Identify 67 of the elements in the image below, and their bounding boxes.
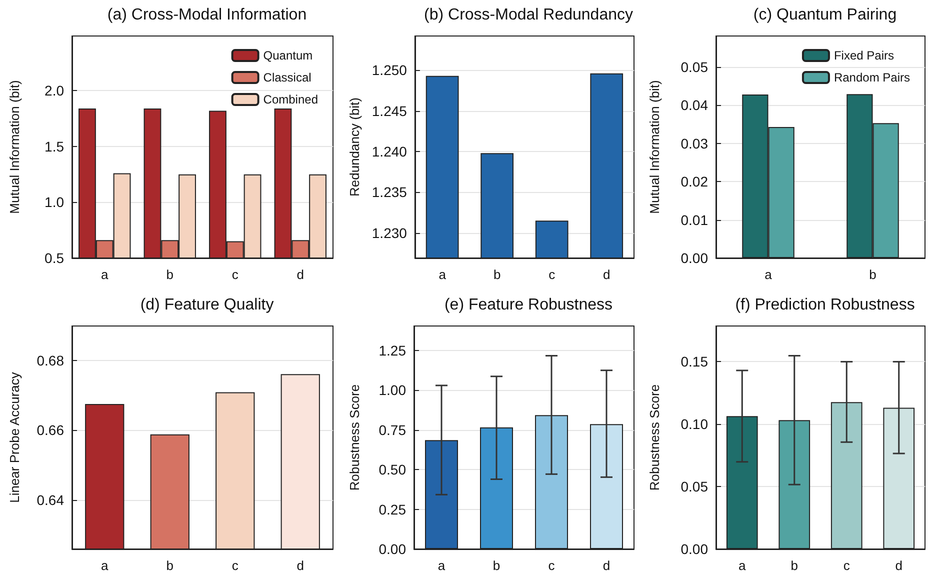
y-tick-label: 0.68 bbox=[36, 352, 64, 368]
x-tick-label: b bbox=[869, 267, 876, 282]
y-tick-label: 0.5 bbox=[44, 250, 64, 266]
legend-label: Quantum bbox=[263, 48, 313, 62]
chart-title: (c) Quantum Pairing bbox=[753, 6, 897, 24]
y-tick-label: 0.00 bbox=[680, 541, 708, 557]
x-tick-label: b bbox=[790, 558, 798, 573]
y-tick-label: 0.66 bbox=[36, 422, 64, 438]
x-tick-label: b bbox=[166, 267, 174, 282]
chart-title: (a) Cross-Modal Information bbox=[107, 6, 307, 24]
y-tick-label: 1.250 bbox=[372, 62, 408, 78]
y-tick-label: 0.05 bbox=[680, 478, 708, 495]
x-tick-label: a bbox=[438, 558, 446, 573]
chart-title: (d) Feature Quality bbox=[140, 296, 274, 314]
y-tick-label: 1.25 bbox=[378, 342, 406, 358]
y-axis-title: Linear Probe Accuracy bbox=[7, 372, 22, 503]
legend-label: Classical bbox=[263, 70, 312, 84]
y-axis-title: Redundancy (bit) bbox=[347, 98, 362, 196]
chart-title: (b) Cross-Modal Redundancy bbox=[424, 6, 633, 24]
y-tick-label: 1.240 bbox=[372, 143, 408, 160]
x-tick-label: b bbox=[166, 558, 174, 573]
x-tick-label: c bbox=[548, 267, 556, 282]
x-tick-label: a bbox=[738, 558, 747, 573]
x-tick-label: a bbox=[438, 267, 447, 282]
y-tick-label: 1.5 bbox=[44, 138, 64, 154]
y-tick-label: 0.02 bbox=[680, 174, 708, 190]
legend-label: Random Pairs bbox=[834, 70, 910, 84]
x-tick-label: a bbox=[101, 558, 110, 573]
x-tick-label: c bbox=[548, 558, 556, 573]
y-tick-label: 0.15 bbox=[680, 354, 708, 370]
x-tick-label: d bbox=[895, 558, 902, 573]
y-tick-label: 0.10 bbox=[680, 416, 708, 432]
y-tick-label: 0.00 bbox=[378, 541, 406, 557]
y-tick-label: 2.0 bbox=[44, 82, 64, 99]
y-tick-label: 0.75 bbox=[378, 422, 406, 438]
x-tick-label: b bbox=[492, 558, 500, 573]
x-tick-label: d bbox=[603, 267, 610, 282]
y-tick-label: 0.01 bbox=[680, 212, 708, 228]
y-axis-title: Mutual Information (bit) bbox=[7, 80, 22, 214]
y-tick-label: 1.245 bbox=[372, 102, 408, 119]
y-tick-label: 0.25 bbox=[378, 501, 406, 518]
y-tick-label: 1.235 bbox=[372, 184, 408, 200]
y-tick-label: 1.0 bbox=[44, 194, 64, 210]
x-tick-label: c bbox=[232, 267, 239, 282]
x-tick-label: c bbox=[232, 558, 239, 573]
chart-title: (f) Prediction Robustness bbox=[735, 296, 915, 314]
chart-title: (e) Feature Robustness bbox=[444, 296, 613, 314]
x-tick-label: c bbox=[843, 558, 850, 573]
x-tick-label: d bbox=[296, 558, 304, 573]
y-tick-label: 0.05 bbox=[680, 58, 708, 75]
x-tick-label: a bbox=[101, 267, 110, 282]
y-tick-label: 0.00 bbox=[680, 250, 708, 266]
x-tick-label: d bbox=[296, 267, 304, 282]
y-tick-label: 0.04 bbox=[680, 97, 708, 114]
y-tick-label: 0.03 bbox=[680, 135, 708, 152]
y-tick-label: 0.64 bbox=[36, 492, 64, 508]
y-tick-label: 1.230 bbox=[372, 224, 408, 241]
y-tick-label: 0.50 bbox=[378, 462, 406, 478]
x-tick-label: b bbox=[493, 267, 501, 282]
x-tick-label: a bbox=[764, 267, 773, 282]
y-axis-title: Mutual Information (bit) bbox=[647, 80, 662, 214]
y-axis-title: Robustness Score bbox=[647, 384, 662, 491]
y-axis-title: Robustness Score bbox=[347, 384, 362, 491]
legend-label: Fixed Pairs bbox=[834, 48, 894, 62]
x-tick-label: d bbox=[602, 558, 610, 573]
y-tick-label: 1.00 bbox=[378, 382, 406, 398]
legend-label: Combined bbox=[263, 92, 318, 106]
